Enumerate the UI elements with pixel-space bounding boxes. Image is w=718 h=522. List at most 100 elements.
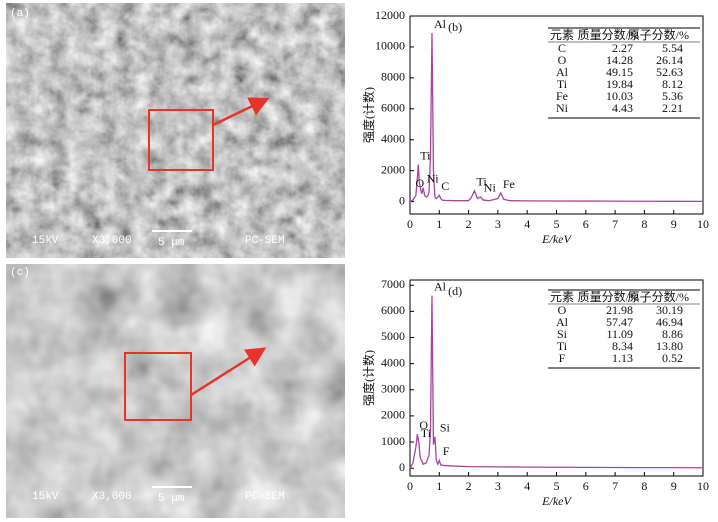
y-tick-label: 6000 [381,101,405,115]
peak-label: Ti [420,148,431,162]
table-cell: Ni [556,101,569,115]
table-cell: Al [556,65,569,79]
x-axis-label: E/keV [541,494,572,508]
y-tick-label: 4000 [381,355,405,369]
panel-label: (a) [10,8,30,20]
table-cell: 8.86 [662,327,683,341]
sem-scale: 5 μm [158,493,185,505]
y-tick-label: 4000 [381,132,405,146]
x-axis-label: E/keV [541,232,572,246]
table-cell: 10.03 [606,89,633,103]
table-cell: 8.34 [612,339,633,353]
x-tick-label: 1 [436,479,442,493]
sem-voltage: 15kV [32,235,59,247]
x-tick-label: 3 [495,479,501,493]
y-axis-label: 强度(计数) [361,87,376,143]
table-cell: 46.94 [656,315,683,329]
x-tick-label: 8 [641,479,647,493]
x-tick-label: 5 [554,479,560,493]
y-axis-label: 强度(计数) [361,350,376,406]
panel-label: (d) [448,284,462,298]
peak-label: Ti [421,426,432,440]
table-cell: 13.80 [656,339,683,353]
x-tick-label: 4 [524,217,530,231]
table-cell: 57.47 [606,315,633,329]
y-tick-label: 2000 [381,408,405,422]
table-cell: Al [556,315,569,329]
y-tick-label: 1000 [381,434,405,448]
x-tick-label: 3 [495,217,501,231]
x-tick-label: 4 [524,479,530,493]
table-header: 质量分数/% [578,27,639,42]
panel-label: (b) [448,20,462,34]
y-tick-label: 5000 [381,329,405,343]
peak-label: Al [434,17,447,31]
sem-magnification: X3,000 [92,491,132,503]
x-tick-label: 7 [612,479,618,493]
x-tick-label: 1 [436,217,442,231]
table-header: 质量分数/% [578,289,639,304]
x-tick-label: 8 [641,217,647,231]
table-cell: 8.12 [662,77,683,91]
table-cell: 52.63 [656,65,683,79]
table-cell: 26.14 [656,53,683,67]
sem-voltage: 15kV [32,491,59,503]
table-cell: 30.19 [656,303,683,317]
table-cell: C [558,41,566,55]
sem-magnification: X3,000 [92,235,132,247]
panel-label: (c) [10,267,30,279]
table-cell: O [558,303,567,317]
table-cell: 2.27 [612,41,633,55]
table-cell: Ti [557,339,568,353]
sem-scale: 5 μm [158,237,185,249]
spectrum-line [409,295,704,469]
table-cell: 5.54 [662,41,683,55]
x-tick-label: 2 [466,479,472,493]
y-tick-label: 10000 [375,39,405,53]
y-tick-label: 0 [399,193,405,207]
table-cell: 14.28 [606,53,633,67]
table-cell: 2.21 [662,101,683,115]
table-cell: 4.43 [612,101,633,115]
table-cell: O [558,53,567,67]
sem-instrument: PC-SEM [245,491,285,503]
y-tick-label: 12000 [375,8,405,22]
y-tick-label: 0 [399,460,405,474]
table-cell: 5.36 [662,89,683,103]
x-tick-label: 0 [407,479,413,493]
table-cell: 1.13 [612,351,633,365]
x-tick-label: 6 [583,217,589,231]
y-tick-label: 6000 [381,303,405,317]
y-tick-label: 7000 [381,277,405,291]
sem-instrument: PC-SEM [245,235,285,247]
x-tick-label: 0 [407,217,413,231]
peak-label: Ni [427,171,440,185]
table-cell: 49.15 [606,65,633,79]
table-header: 元素 [550,290,574,304]
peak-label: F [443,444,450,458]
y-tick-label: 2000 [381,162,405,176]
peak-label: Fe [503,177,515,191]
x-tick-label: 9 [671,217,677,231]
peak-label: Ni [484,181,497,195]
y-tick-label: 3000 [381,382,405,396]
spectrum-line [409,33,704,203]
table-cell: Fe [556,89,568,103]
table-cell: 21.98 [606,303,633,317]
x-tick-label: 2 [466,217,472,231]
table-header: 原子分数/% [628,289,689,304]
x-tick-label: 10 [697,479,709,493]
y-tick-label: 8000 [381,70,405,84]
peak-label: O [416,176,425,190]
peak-label: Si [440,421,451,435]
sem-image-a: (a) 15kV X3,000 5 μm PC-SEM [6,2,345,258]
peak-label: Ti [476,175,487,189]
table-cell: Si [557,327,568,341]
x-tick-label: 9 [671,479,677,493]
peak-label: Al [434,279,447,293]
peak-label: O [419,418,428,432]
x-tick-label: 10 [697,217,709,231]
table-cell: Ti [557,77,568,91]
table-header: 元素 [550,28,574,42]
